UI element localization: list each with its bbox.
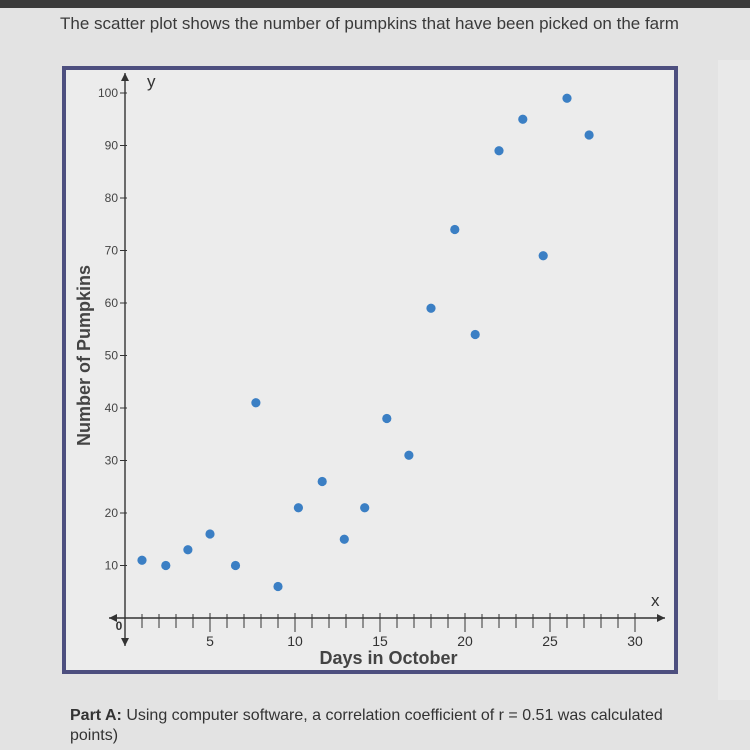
- data-point: [273, 581, 283, 592]
- figure-frame: 5 10 15 20 25 30 0 10 20 30 40 50 60 70 80 90 100 y x Days …: [62, 66, 678, 674]
- data-point: [538, 251, 548, 261]
- y-tick-label: 10: [105, 559, 119, 573]
- y-tick-label: 70: [105, 244, 119, 258]
- data-point: [494, 146, 504, 156]
- y-axis-title: Number of Pumpkins: [74, 265, 94, 446]
- x-axis-arrow-right: [657, 614, 665, 622]
- part-a-question: Using computer software, a correlation c…: [126, 707, 663, 724]
- x-tick-label: 30: [627, 633, 643, 649]
- data-point: [251, 398, 261, 408]
- data-point: [470, 329, 480, 340]
- x-tick-label: 20: [457, 633, 473, 649]
- data-point: [183, 545, 193, 555]
- data-point: [230, 560, 241, 571]
- y-tick-label: 100: [98, 86, 118, 100]
- data-point: [404, 450, 414, 460]
- y-axis-arrow-down: [121, 638, 129, 646]
- data-point: [562, 93, 572, 103]
- data-point: [518, 114, 528, 124]
- question-text: The scatter plot shows the number of pum…: [60, 14, 679, 33]
- x-tick-label: 5: [206, 633, 214, 649]
- y-tick-label: 20: [105, 506, 119, 520]
- y-tick-label: 90: [105, 139, 119, 153]
- data-point: [584, 130, 594, 140]
- data-point: [293, 503, 303, 513]
- data-point: [137, 555, 147, 565]
- data-point: [360, 503, 370, 513]
- part-a-text: Part A: Using computer software, a corre…: [70, 706, 750, 746]
- x-axis-title: Days in October: [319, 648, 457, 668]
- x-tick-label: 25: [542, 633, 558, 649]
- page-edge: [718, 60, 750, 700]
- data-point: [161, 560, 171, 571]
- data-point: [339, 534, 349, 544]
- x-tick-label: 10: [287, 633, 303, 649]
- y-axis-arrow-up: [121, 73, 129, 81]
- top-bar: [0, 0, 750, 8]
- y-tick-label: 40: [105, 401, 119, 415]
- data-point: [450, 224, 460, 235]
- y-tick-label: 50: [105, 349, 119, 363]
- data-point: [426, 303, 436, 313]
- data-point: [382, 413, 392, 424]
- y-tick-label: 60: [105, 296, 119, 310]
- x-axis-arrow-left: [109, 614, 117, 622]
- origin-label: 0: [116, 619, 123, 633]
- y-tick-label: 30: [105, 454, 119, 468]
- scatter-plot: 5 10 15 20 25 30 0 10 20 30 40 50 60 70 80 90 100 y x Days …: [74, 72, 665, 668]
- part-a-continuation: points): [70, 727, 119, 744]
- data-point: [317, 476, 327, 487]
- data-point: [205, 529, 215, 539]
- part-a-label: Part A:: [70, 707, 122, 724]
- x-axis-letter: x: [651, 591, 660, 610]
- y-axis-letter: y: [147, 72, 156, 91]
- x-tick-label: 15: [372, 633, 388, 649]
- y-tick-label: 80: [105, 191, 119, 205]
